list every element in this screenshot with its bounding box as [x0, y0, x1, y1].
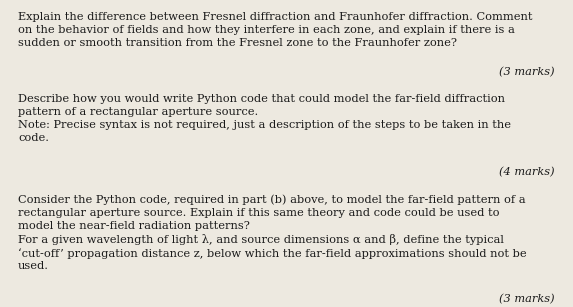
Text: Consider the Python code, required in part (b) above, to model the far-field pat: Consider the Python code, required in pa…	[18, 195, 527, 271]
Text: (4 marks): (4 marks)	[499, 167, 555, 177]
Text: Describe how you would write Python code that could model the far-field diffract: Describe how you would write Python code…	[18, 94, 511, 143]
Text: (3 marks): (3 marks)	[499, 67, 555, 77]
Text: Explain the difference between Fresnel diffraction and Fraunhofer diffraction. C: Explain the difference between Fresnel d…	[18, 12, 532, 48]
Text: (3 marks): (3 marks)	[499, 294, 555, 304]
